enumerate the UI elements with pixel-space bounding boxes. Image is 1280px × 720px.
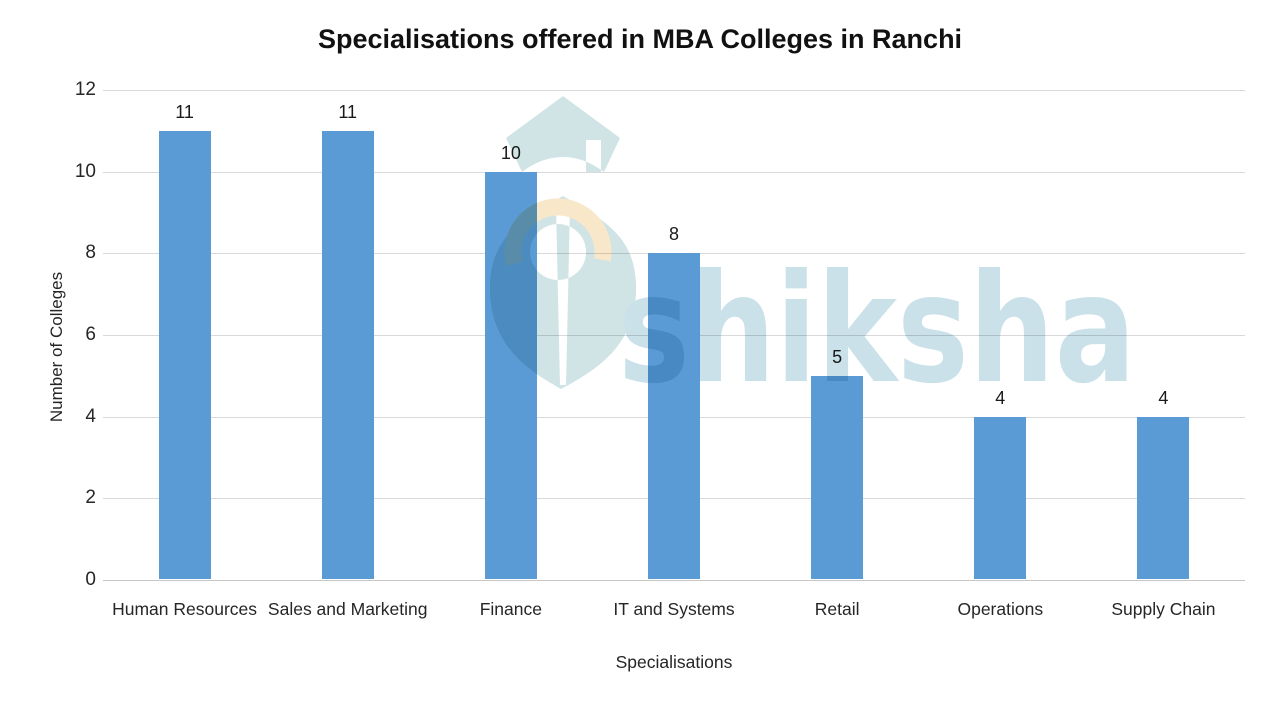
bar [974,416,1027,579]
category-label: Sales and Marketing [267,599,428,619]
bar-value-label: 8 [668,224,679,245]
bar-value-label: 10 [500,142,521,163]
bar-value-label: 4 [1158,387,1169,408]
bar [484,171,537,579]
x-axis-title: Specialisations [615,652,733,672]
bar-value-label: 5 [832,346,843,367]
category-label: Human Resources [112,599,258,619]
y-tick-label: 2 [85,487,96,509]
category-label: Supply Chain [1111,599,1216,619]
bar-value-label: 4 [995,387,1006,408]
y-tick-label: 6 [85,324,96,345]
category-label: Finance [479,599,542,619]
chart-title: Specialisations offered in MBA Colleges … [317,24,963,54]
y-tick-label: 8 [85,242,96,264]
y-tick-label: 12 [74,79,96,100]
bar [1137,416,1190,579]
gridline [103,580,1245,581]
plot-area [103,90,1245,581]
bar [811,375,864,579]
bar-value-label: 11 [338,101,358,122]
bar-value-label: 11 [175,101,194,122]
category-label: Operations [957,599,1044,619]
bar [648,253,700,579]
bar [321,130,374,579]
y-tick-label: 0 [85,569,96,590]
y-tick-label: 10 [74,160,96,182]
category-label: Retail [814,599,860,619]
gridline [103,171,1245,173]
category-label: IT and Systems [613,599,735,619]
gridline [103,90,1245,91]
y-tick-label: 4 [85,405,96,427]
bar [158,130,211,579]
